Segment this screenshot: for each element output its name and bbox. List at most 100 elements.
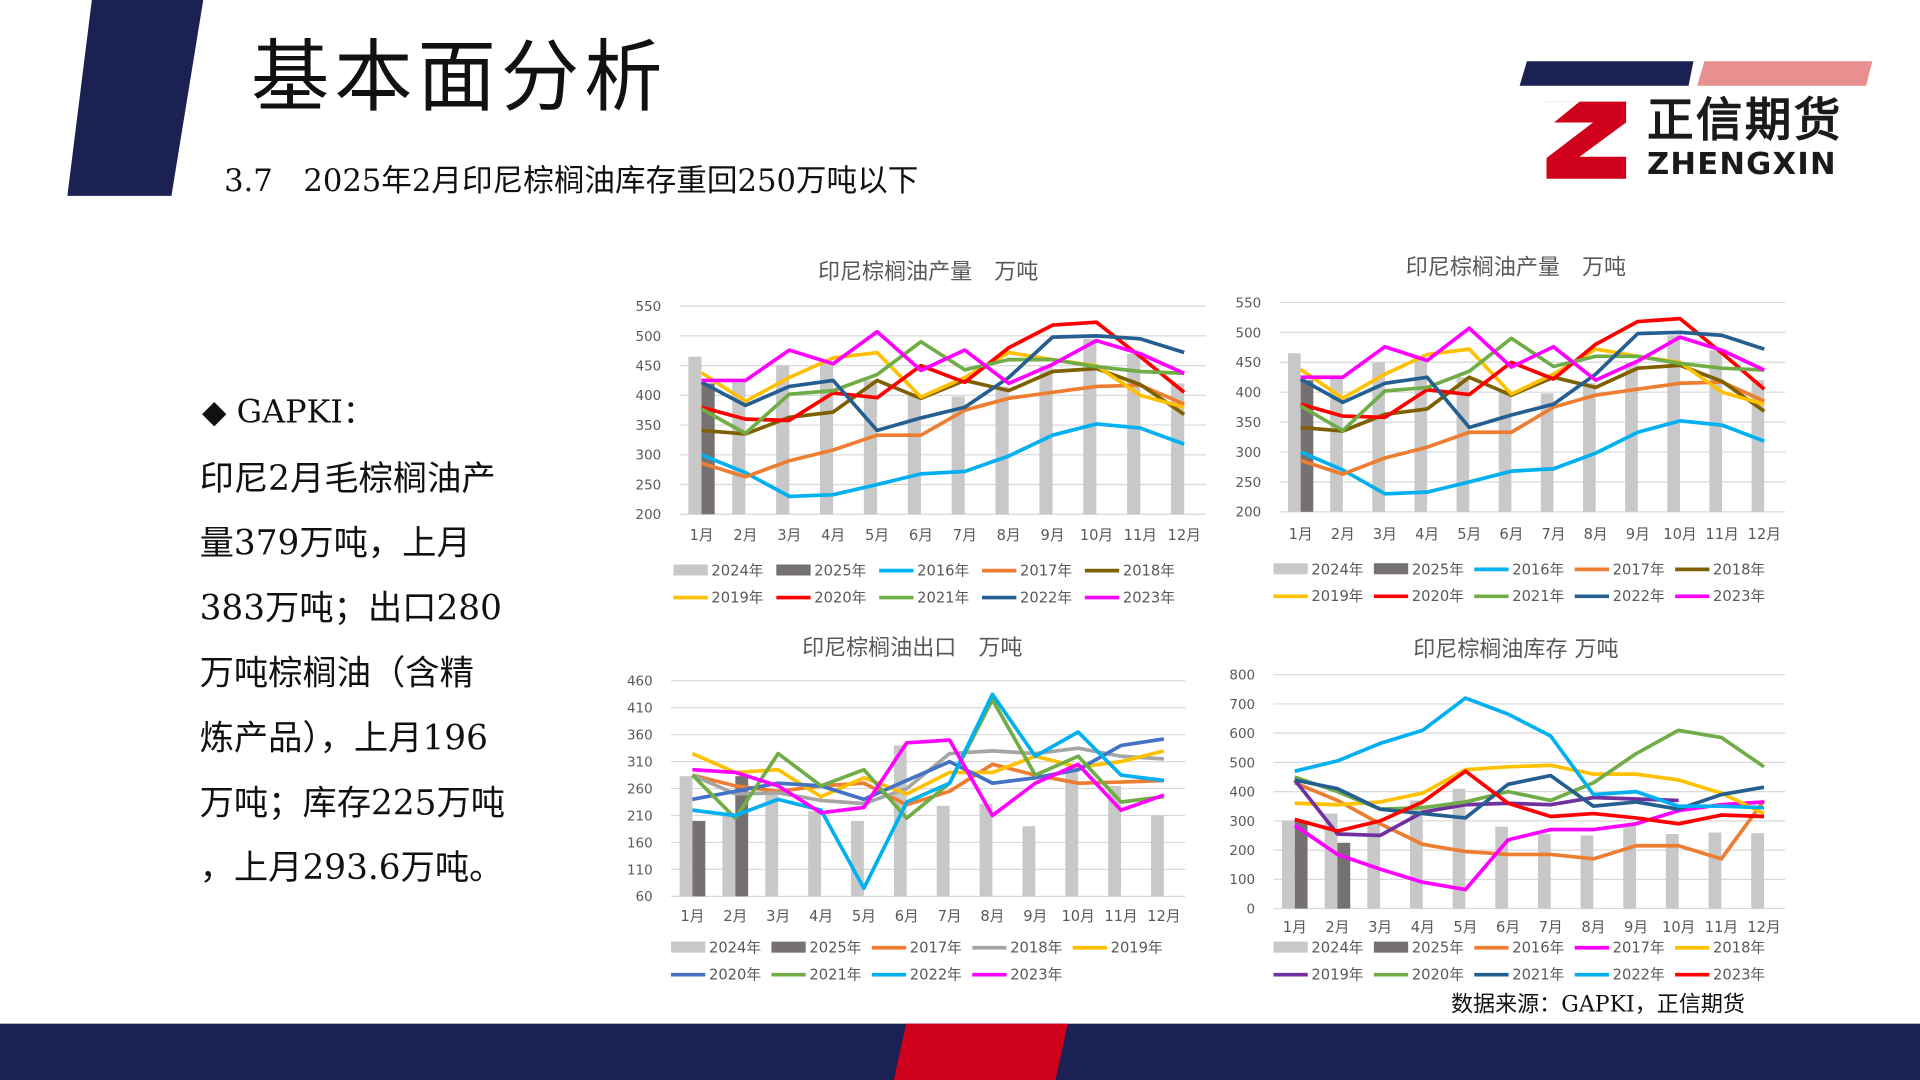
y-tick-label: 210 xyxy=(627,809,653,824)
y-tick-label: 250 xyxy=(636,478,662,493)
x-tick-label: 10月 xyxy=(1080,527,1113,544)
y-tick-label: 450 xyxy=(636,359,662,374)
x-tick-label: 8月 xyxy=(997,527,1021,544)
x-tick-label: 11月 xyxy=(1124,527,1157,544)
legend-label: 2021年 xyxy=(1512,967,1564,984)
legend-swatch xyxy=(1373,563,1409,575)
legend-item: 2023年 xyxy=(972,967,1063,984)
x-tick-label: 2月 xyxy=(1331,526,1355,543)
x-tick-label: 7月 xyxy=(1541,526,1565,543)
bar-2024年 xyxy=(808,811,822,897)
footer-red-accent xyxy=(893,1023,1068,1080)
x-tick-label: 2月 xyxy=(733,527,757,544)
x-tick-label: 8月 xyxy=(1581,919,1605,936)
legend-item: 2020年 xyxy=(671,967,761,984)
chart-title: 印尼棕榈油出口 万吨 xyxy=(802,636,1022,661)
legend-label: 2016年 xyxy=(1512,940,1564,957)
bar-2024年 xyxy=(995,386,1009,515)
legend-item: 2021年 xyxy=(1474,588,1565,605)
bar-2024年 xyxy=(1751,380,1765,512)
legend-label: 2021年 xyxy=(1512,588,1564,605)
x-tick-label: 12月 xyxy=(1747,919,1780,936)
legend-item: 2024年 xyxy=(671,940,761,957)
series-line-2023年 xyxy=(692,738,1165,818)
bar-2024年 xyxy=(765,793,779,897)
bar-2024年 xyxy=(1065,767,1079,897)
y-tick-label: 110 xyxy=(627,863,653,878)
legend-item: 2019年 xyxy=(673,589,764,606)
bar-2024年 xyxy=(1171,383,1185,515)
bar-2024年 xyxy=(851,820,864,897)
bar-2024年 xyxy=(1324,813,1338,909)
bar-2024年 xyxy=(1623,823,1637,909)
series-line-2022年 xyxy=(1299,330,1765,430)
brand-name-en: ZHENGXIN xyxy=(1646,145,1837,182)
chart-title: 印尼棕榈油产量 万吨 xyxy=(818,260,1038,285)
inventory-chart: 印尼棕榈油库存 万吨 0 100 200 300 400 500 600 700 800 1月 2月 3… xyxy=(1229,637,1786,984)
legend-swatch xyxy=(1273,563,1308,575)
x-tick-label: 5月 xyxy=(1457,526,1481,543)
bar-2025年 xyxy=(1337,842,1351,909)
series-line-2021年 xyxy=(691,697,1165,821)
legend-item: 2019年 xyxy=(1072,940,1163,957)
legend-item: 2022年 xyxy=(1574,967,1665,984)
legend-item: 2024年 xyxy=(1273,940,1364,957)
legend-label: 2023年 xyxy=(1713,967,1765,984)
legend-item: 2023年 xyxy=(1084,589,1175,606)
legend-item: 2019年 xyxy=(1273,967,1364,984)
y-tick-label: 460 xyxy=(627,675,653,690)
x-tick-label: 9月 xyxy=(1023,908,1047,925)
y-tick-label: 310 xyxy=(627,756,653,771)
legend-swatch xyxy=(673,564,708,576)
series-line-2021年 xyxy=(1299,336,1765,433)
x-tick-label: 5月 xyxy=(865,527,889,544)
header-accent-bar xyxy=(67,0,204,196)
legend-label: 2023年 xyxy=(1123,589,1175,606)
y-tick-label: 400 xyxy=(1236,386,1262,401)
legend-label: 2023年 xyxy=(1010,967,1062,984)
bar-2024年 xyxy=(1456,377,1470,512)
x-tick-label: 6月 xyxy=(1499,526,1523,543)
x-tick-label: 7月 xyxy=(1539,919,1563,936)
y-tick-label: 700 xyxy=(1229,698,1255,713)
legend-label: 2022年 xyxy=(1613,967,1665,984)
series-line-2016年 xyxy=(700,422,1185,499)
bar-2024年 xyxy=(1127,353,1141,515)
bar-2024年 xyxy=(1708,832,1722,909)
legend-label: 2018年 xyxy=(1010,940,1062,957)
legend-item: 2016年 xyxy=(879,563,970,580)
legend-label: 2024年 xyxy=(711,563,763,580)
y-tick-label: 100 xyxy=(1229,873,1255,888)
series-line-2020年 xyxy=(1300,316,1766,420)
y-tick-label: 410 xyxy=(627,702,653,717)
bar-2024年 xyxy=(1414,359,1428,512)
y-tick-label: 350 xyxy=(636,419,662,434)
legend-label: 2025年 xyxy=(1412,940,1464,957)
paragraph-line: 383万吨；出口280 xyxy=(199,587,502,629)
legend-label: 2023年 xyxy=(1713,588,1765,605)
series-line-2018年 xyxy=(1294,763,1765,816)
legend-item: 2023年 xyxy=(1675,588,1765,605)
legend-item: 2016年 xyxy=(1474,561,1565,578)
x-tick-label: 5月 xyxy=(1453,919,1477,936)
bar-2024年 xyxy=(979,803,993,897)
legend-item: 2024年 xyxy=(1273,561,1364,578)
export-chart: 印尼棕榈油出口 万吨 60 110 160 210 260 310 360 410 460 1月 2月… xyxy=(627,636,1186,984)
y-tick-label: 360 xyxy=(627,729,653,744)
series-line-2022年 xyxy=(1294,696,1765,810)
legend-label: 2017年 xyxy=(1613,561,1665,578)
y-tick-label: 300 xyxy=(1229,815,1255,830)
series-line-2017年 xyxy=(1293,800,1765,892)
x-tick-label: 3月 xyxy=(1373,526,1397,543)
summary-paragraph: 印尼2月毛棕榈油产 量379万吨，上月 383万吨；出口280 万吨棕榈油（含精… xyxy=(200,446,505,900)
chart-title: 印尼棕榈油库存 万吨 xyxy=(1413,637,1618,662)
legend-label: 2016年 xyxy=(917,563,969,580)
x-tick-label: 11月 xyxy=(1705,919,1738,936)
legend-item: 2018年 xyxy=(1084,563,1175,580)
y-tick-label: 450 xyxy=(1236,356,1262,371)
x-tick-label: 3月 xyxy=(766,908,790,925)
legend-item: 2020年 xyxy=(1373,967,1464,984)
legend-label: 2020年 xyxy=(1412,588,1464,605)
bar-2024年 xyxy=(863,380,878,515)
